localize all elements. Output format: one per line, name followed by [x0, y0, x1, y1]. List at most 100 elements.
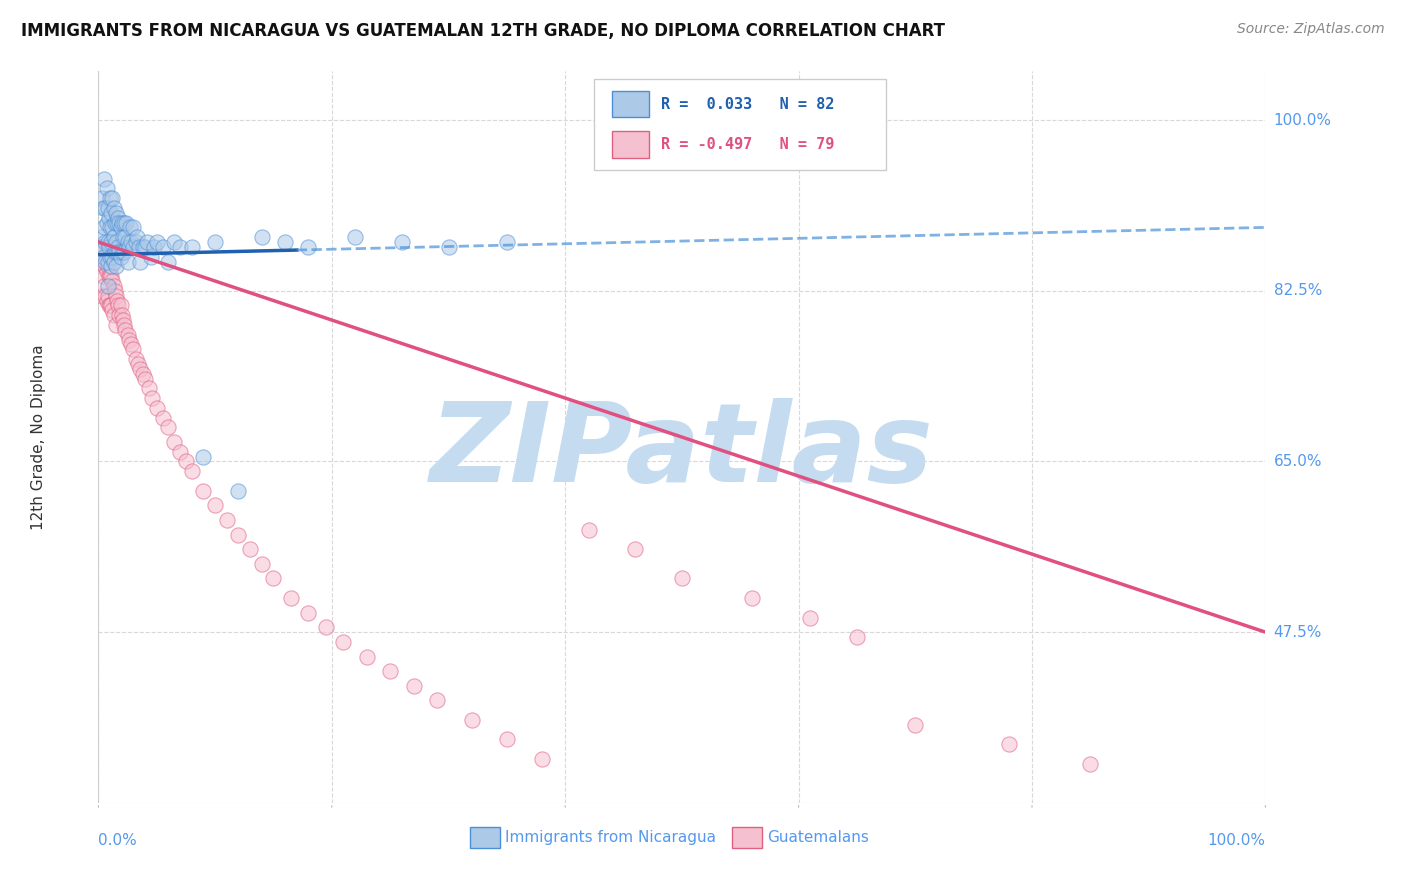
Point — [100, 260, 122, 274]
Point — [228, 483, 250, 498]
Point — [799, 610, 821, 624]
Point — [139, 250, 162, 264]
Text: Immigrants from Nicaragua: Immigrants from Nicaragua — [505, 830, 716, 846]
Point — [96, 264, 118, 278]
Text: 47.5%: 47.5% — [1274, 624, 1322, 640]
Point — [104, 235, 127, 249]
Point — [103, 308, 125, 322]
Point — [115, 215, 138, 229]
Point — [114, 323, 136, 337]
Point — [97, 254, 120, 268]
FancyBboxPatch shape — [470, 827, 501, 848]
Point — [118, 220, 141, 235]
Point — [138, 381, 160, 395]
Point — [98, 220, 121, 235]
Text: 100.0%: 100.0% — [1208, 833, 1265, 848]
Point — [496, 732, 519, 747]
Point — [108, 308, 131, 322]
Point — [391, 235, 413, 249]
Point — [125, 230, 148, 244]
Point — [104, 244, 127, 259]
Point — [402, 679, 425, 693]
Point — [134, 240, 156, 254]
Point — [94, 235, 117, 249]
Point — [97, 211, 120, 225]
Point — [297, 606, 319, 620]
Point — [104, 284, 127, 298]
Point — [111, 244, 134, 259]
Point — [90, 288, 112, 302]
Point — [128, 240, 150, 254]
Point — [530, 752, 553, 766]
Point — [125, 235, 148, 249]
Point — [101, 250, 124, 264]
Point — [152, 240, 174, 254]
Point — [143, 240, 166, 254]
Point — [97, 235, 120, 249]
Point — [146, 401, 169, 415]
Point — [169, 444, 191, 458]
FancyBboxPatch shape — [595, 78, 886, 170]
Point — [846, 630, 869, 644]
FancyBboxPatch shape — [612, 131, 650, 158]
Point — [122, 240, 145, 254]
Point — [97, 201, 120, 215]
Point — [98, 191, 121, 205]
Point — [163, 434, 186, 449]
Point — [146, 235, 169, 249]
Point — [90, 260, 112, 274]
Text: 65.0%: 65.0% — [1274, 454, 1322, 469]
Point — [97, 279, 120, 293]
Point — [122, 220, 145, 235]
Point — [107, 240, 129, 254]
Point — [204, 499, 226, 513]
Point — [274, 235, 297, 249]
Point — [129, 361, 152, 376]
Point — [101, 303, 124, 318]
Point — [104, 288, 127, 302]
FancyBboxPatch shape — [733, 827, 762, 848]
Point — [104, 260, 127, 274]
Point — [262, 572, 284, 586]
Point — [904, 718, 927, 732]
Point — [98, 269, 121, 284]
Point — [96, 293, 118, 308]
Point — [127, 357, 149, 371]
Text: IMMIGRANTS FROM NICARAGUA VS GUATEMALAN 12TH GRADE, NO DIPLOMA CORRELATION CHART: IMMIGRANTS FROM NICARAGUA VS GUATEMALAN … — [21, 22, 945, 40]
Text: 100.0%: 100.0% — [1274, 112, 1331, 128]
Point — [152, 410, 174, 425]
Point — [132, 367, 155, 381]
FancyBboxPatch shape — [612, 91, 650, 118]
Point — [280, 591, 302, 605]
Point — [141, 391, 163, 405]
Point — [129, 254, 152, 268]
Point — [97, 288, 120, 302]
Point — [91, 201, 114, 215]
Point — [90, 240, 112, 254]
Point — [228, 527, 250, 541]
Point — [239, 542, 262, 557]
Point — [96, 215, 118, 229]
Point — [111, 215, 134, 229]
Text: R =  0.033   N = 82: R = 0.033 N = 82 — [661, 96, 834, 112]
Point — [380, 664, 402, 678]
Text: 82.5%: 82.5% — [1274, 284, 1322, 298]
Point — [105, 244, 128, 259]
Point — [180, 240, 202, 254]
Point — [98, 250, 121, 264]
Point — [104, 215, 127, 229]
Point — [117, 235, 139, 249]
Point — [163, 235, 186, 249]
Point — [997, 737, 1019, 751]
Point — [101, 220, 124, 235]
Text: 12th Grade, No Diploma: 12th Grade, No Diploma — [31, 344, 46, 530]
Point — [118, 240, 141, 254]
Text: Guatemalans: Guatemalans — [768, 830, 869, 846]
Point — [112, 244, 135, 259]
Point — [180, 464, 202, 478]
Point — [107, 211, 129, 225]
Point — [97, 260, 120, 274]
Point — [111, 308, 134, 322]
Point — [122, 343, 145, 357]
Point — [103, 254, 125, 268]
